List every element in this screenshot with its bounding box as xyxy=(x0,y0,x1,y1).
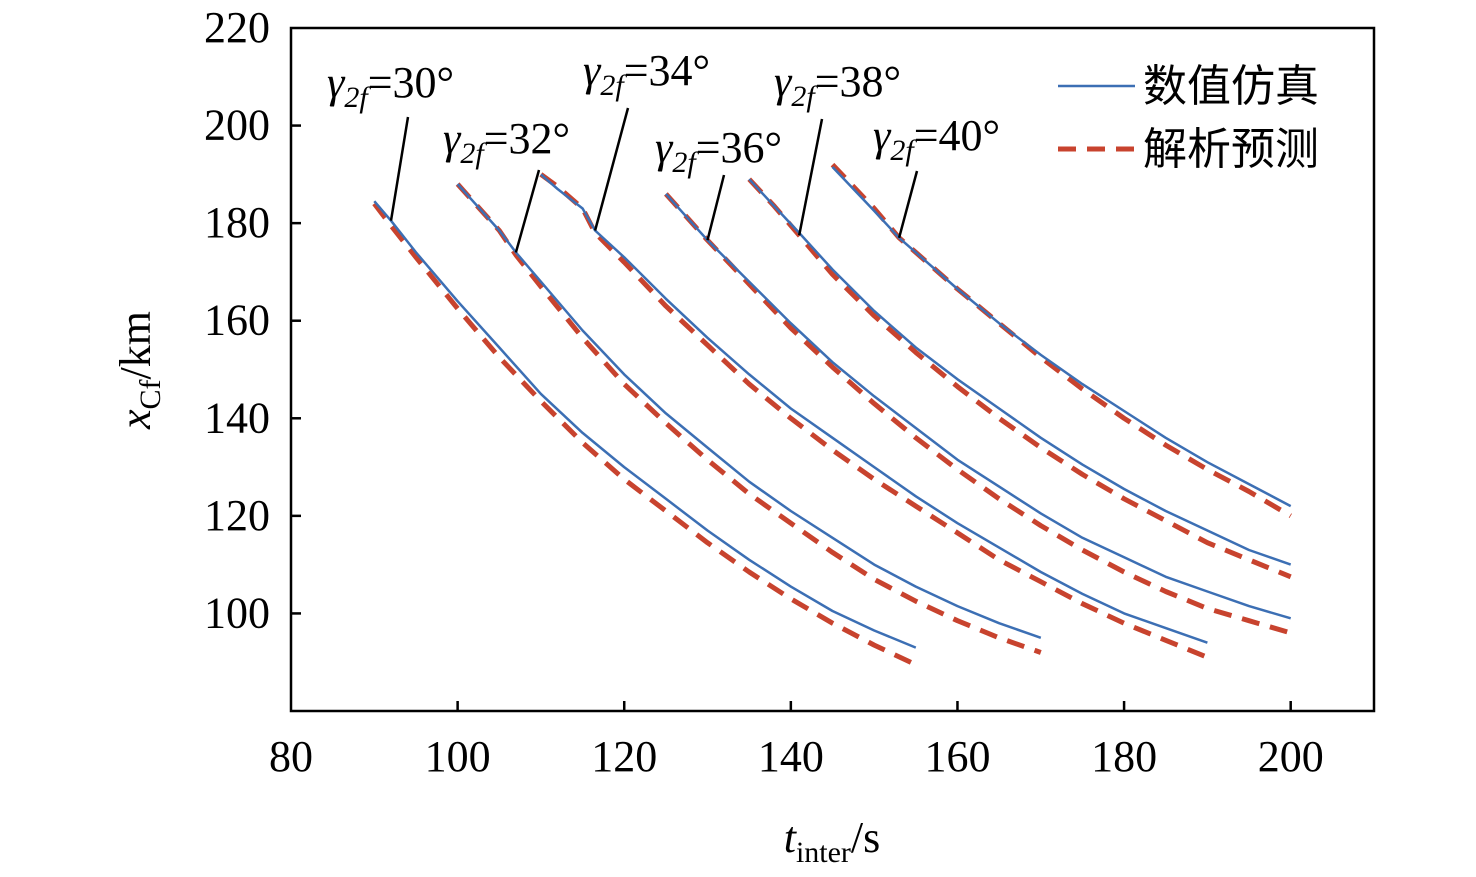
series-analytical-34deg xyxy=(539,172,1209,660)
x-axis-title: tinter/s xyxy=(784,813,881,869)
axes-layer: 80 100 120 140 160 180 200 100 120 140 160 180 200 22… xyxy=(204,3,1324,781)
y-tick-label: 180 xyxy=(204,198,270,247)
y-tick-label: 200 xyxy=(204,101,270,150)
annotation-label: γ2f=38° xyxy=(774,57,901,113)
series-simulation-36deg xyxy=(664,193,1292,620)
annotation-label: γ2f=40° xyxy=(873,111,1000,167)
plot-frame xyxy=(289,26,1376,713)
x-tick-label: 140 xyxy=(758,732,824,781)
series-simulation-38deg xyxy=(748,178,1292,566)
annotation-label: γ2f=32° xyxy=(443,114,570,170)
annotation-leader xyxy=(706,174,726,241)
annotation-leader xyxy=(389,116,410,221)
annotation-label: γ2f=30° xyxy=(327,58,454,114)
x-tick-label: 80 xyxy=(269,732,313,781)
annotation-leader xyxy=(514,169,541,253)
series-analytical-36deg xyxy=(664,192,1292,636)
series-analytical-38deg xyxy=(747,177,1292,580)
series-simulation-30deg xyxy=(373,200,917,649)
x-tick-label: 160 xyxy=(924,732,990,781)
y-axis-title: xCf/km xyxy=(111,311,167,430)
series-analytical-30deg xyxy=(372,202,917,667)
annotation-leader xyxy=(897,170,919,239)
annotation-label: γ2f=36° xyxy=(655,123,782,179)
y-tick-label: 120 xyxy=(204,491,270,540)
y-tick-label: 220 xyxy=(204,3,270,52)
x-tick-label: 180 xyxy=(1091,732,1157,781)
y-tick-label: 160 xyxy=(204,296,270,345)
series-simulation-34deg xyxy=(540,173,1208,644)
x-tick-label: 100 xyxy=(425,732,491,781)
series-analytical-32deg xyxy=(455,182,1042,655)
legend: 数值仿真 解析预测 xyxy=(1058,61,1319,175)
y-tick-label: 100 xyxy=(204,588,270,637)
annotation-label: γ2f=34° xyxy=(583,46,710,102)
annotation-layer: γ2f=30°γ2f=32°γ2f=34° γ2f=36° γ2f=38°γ2f=4… xyxy=(327,46,1000,253)
x-tick-label: 120 xyxy=(591,732,657,781)
legend-label-simulation: 数值仿真 xyxy=(1143,61,1319,112)
x-tick-label: 200 xyxy=(1258,732,1324,781)
series-simulation-32deg xyxy=(456,183,1042,639)
y-tick-label: 140 xyxy=(204,393,270,442)
annotation-leader xyxy=(593,107,630,231)
annotation-leader xyxy=(797,118,824,236)
series-layer xyxy=(372,162,1292,667)
legend-label-analytical: 解析预测 xyxy=(1143,124,1319,175)
